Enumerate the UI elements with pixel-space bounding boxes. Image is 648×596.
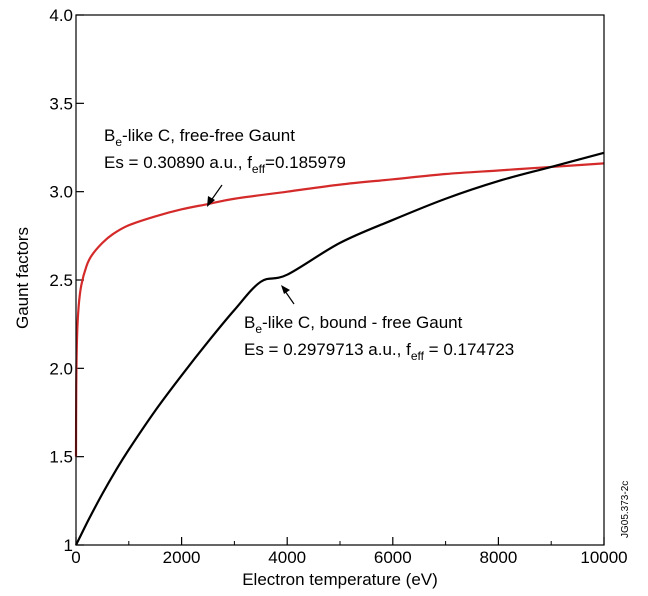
annotation-bound-free-line1: Be-like C, bound - free Gaunt bbox=[244, 313, 463, 336]
series-line-free-free bbox=[74, 162, 605, 457]
x-tick-label: 4000 bbox=[268, 548, 306, 567]
y-tick-label: 2.0 bbox=[49, 359, 73, 378]
y-tick-label: 2.5 bbox=[49, 271, 73, 290]
annotation-free-free-line2: Es = 0.30890 a.u., feff=0.185979 bbox=[104, 153, 346, 176]
annotation-bound-free-line2: Es = 0.2979713 a.u., feff = 0.174723 bbox=[244, 340, 514, 363]
y-tick-label: 1 bbox=[64, 536, 73, 555]
x-tick-label: 8000 bbox=[479, 548, 517, 567]
x-axis-label: Electron temperature (eV) bbox=[242, 570, 438, 589]
annotation-free-free-line1: Be-like C, free-free Gaunt bbox=[104, 126, 295, 149]
x-tick-label: 10000 bbox=[580, 548, 627, 567]
series-line-bound-free bbox=[75, 151, 605, 546]
figure-code: JG05.373-2c bbox=[620, 481, 631, 538]
plot-frame bbox=[75, 14, 605, 546]
y-tick-label: 1.5 bbox=[49, 448, 73, 467]
x-tick-label: 0 bbox=[71, 548, 80, 567]
arrow-bound-free bbox=[281, 285, 295, 305]
x-tick-label: 6000 bbox=[374, 548, 412, 567]
y-tick-label: 3.5 bbox=[49, 94, 73, 113]
x-tick-label: 2000 bbox=[163, 548, 201, 567]
series-layer bbox=[74, 151, 605, 546]
y-tick-label: 3.0 bbox=[49, 183, 73, 202]
arrow-free-free bbox=[207, 184, 223, 207]
y-tick-label: 4.0 bbox=[49, 6, 73, 25]
ticks-layer: 0 2000 4000 6000 8000 10000 1 1.5 2.0 2.5 3.0 3.5 4.… bbox=[49, 6, 627, 567]
y-axis-label: Gaunt factors bbox=[13, 227, 32, 329]
